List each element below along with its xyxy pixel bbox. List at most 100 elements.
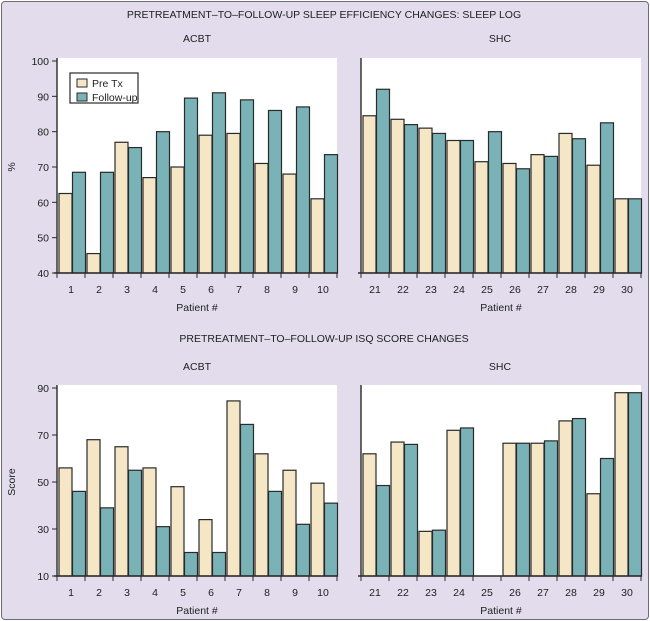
bar-pre-tx-patient-3 bbox=[114, 141, 129, 274]
bar-pre-tx-patient-2 bbox=[86, 439, 101, 577]
bar-pre-tx-patient-23 bbox=[418, 530, 433, 577]
bar-follow-up-patient-27 bbox=[543, 155, 559, 274]
x-tick-label: 7 bbox=[236, 587, 242, 599]
x-tick-label: 21 bbox=[369, 587, 381, 599]
x-tick-label: 22 bbox=[397, 587, 409, 599]
panel-title-shc-top: SHC bbox=[489, 33, 512, 45]
x-tick-label: 2 bbox=[96, 284, 102, 296]
bar-follow-up-patient-9 bbox=[295, 523, 311, 577]
bar-pre-tx-patient-24 bbox=[446, 429, 461, 577]
bar-follow-up-patient-23 bbox=[431, 132, 447, 274]
y-tick-label: 90 bbox=[37, 91, 49, 103]
y-tick-label: 30 bbox=[37, 524, 49, 536]
panel-isq-acbt: 1 2 3 4 5 6 7 8 9 10 Patient # 10 30 50 70 90 Score bbox=[6, 383, 339, 617]
bar-follow-up-patient-25 bbox=[487, 131, 503, 274]
bar-follow-up-patient-27 bbox=[543, 440, 559, 577]
x-tick-label: 21 bbox=[369, 284, 381, 296]
x-tick-label: 28 bbox=[565, 284, 577, 296]
panel-title-acbt-bottom: ACBT bbox=[183, 361, 212, 373]
bar-follow-up-patient-1 bbox=[71, 171, 87, 274]
bar-follow-up-patient-4 bbox=[155, 526, 171, 577]
panel-title-acbt-top: ACBT bbox=[183, 33, 212, 45]
bar-follow-up-patient-5 bbox=[183, 551, 199, 577]
legend-swatch-pre-tx bbox=[76, 78, 88, 88]
bar-follow-up-patient-22 bbox=[403, 123, 419, 274]
bar-follow-up-patient-2 bbox=[99, 507, 115, 577]
legend-label-pre-tx: Pre Tx bbox=[92, 78, 123, 90]
section-title-isq-score: PRETREATMENT–TO–FOLLOW-UP ISQ SCORE CHAN… bbox=[179, 333, 468, 345]
bar-pre-tx-patient-5 bbox=[170, 166, 185, 274]
bar-follow-up-patient-28 bbox=[571, 417, 587, 577]
x-tick-label: 3 bbox=[124, 284, 130, 296]
bar-pre-tx-patient-23 bbox=[418, 127, 433, 274]
bar-pre-tx-patient-10 bbox=[310, 198, 325, 274]
bar-follow-up-patient-29 bbox=[599, 122, 615, 274]
x-tick-label: 24 bbox=[453, 284, 465, 296]
bar-pre-tx-patient-22 bbox=[390, 441, 405, 577]
bar-follow-up-patient-2 bbox=[99, 171, 115, 274]
bar-pre-tx-patient-1 bbox=[58, 192, 73, 274]
x-tick-label: 10 bbox=[317, 587, 329, 599]
bar-follow-up-patient-26 bbox=[515, 442, 531, 577]
bar-pre-tx-patient-10 bbox=[310, 482, 325, 577]
bar-pre-tx-patient-5 bbox=[170, 486, 185, 577]
y-tick-label: 70 bbox=[37, 162, 49, 174]
bar-pre-tx-patient-4 bbox=[142, 467, 157, 577]
x-tick-label: 30 bbox=[621, 284, 633, 296]
bar-pre-tx-patient-25 bbox=[474, 161, 489, 274]
bar-follow-up-patient-8 bbox=[267, 490, 283, 577]
bar-follow-up-patient-24 bbox=[459, 139, 475, 274]
y-tick-label: 40 bbox=[37, 268, 49, 280]
bar-follow-up-patient-3 bbox=[127, 469, 143, 577]
bar-pre-tx-patient-29 bbox=[586, 493, 601, 577]
x-tick-label: 27 bbox=[537, 284, 549, 296]
bar-follow-up-patient-9 bbox=[295, 106, 311, 274]
x-tick-label: 29 bbox=[593, 587, 605, 599]
panel-sleep-shc: 21 22 23 24 25 26 27 28 29 30 Patient # bbox=[358, 58, 643, 314]
bar-follow-up-patient-30 bbox=[627, 198, 643, 274]
x-tick-label: 6 bbox=[208, 587, 214, 599]
x-tick-label: 25 bbox=[481, 587, 493, 599]
x-tick-label: 25 bbox=[481, 284, 493, 296]
x-tick-label: 2 bbox=[96, 587, 102, 599]
bar-pre-tx-patient-30 bbox=[614, 198, 629, 274]
y-axis-label: % bbox=[6, 162, 18, 171]
bar-follow-up-patient-24 bbox=[459, 427, 475, 577]
bar-follow-up-patient-6 bbox=[211, 92, 227, 274]
y-tick-label: 10 bbox=[37, 571, 49, 583]
x-tick-label: 1 bbox=[68, 587, 74, 599]
y-tick-label: 100 bbox=[31, 56, 49, 68]
bar-pre-tx-patient-3 bbox=[114, 446, 129, 577]
x-tick-label: 5 bbox=[180, 587, 186, 599]
bar-follow-up-patient-7 bbox=[239, 99, 255, 274]
bar-follow-up-patient-26 bbox=[515, 168, 531, 274]
x-tick-label: 8 bbox=[264, 587, 270, 599]
bar-follow-up-patient-8 bbox=[267, 109, 283, 274]
x-tick-label: 28 bbox=[565, 587, 577, 599]
bar-follow-up-patient-7 bbox=[239, 423, 255, 577]
bar-pre-tx-patient-26 bbox=[502, 442, 517, 577]
bar-pre-tx-patient-2 bbox=[86, 252, 101, 274]
x-tick-label: 30 bbox=[621, 587, 633, 599]
bar-pre-tx-patient-27 bbox=[530, 442, 545, 577]
x-tick-label: 7 bbox=[236, 284, 242, 296]
bar-pre-tx-patient-6 bbox=[198, 134, 213, 274]
y-tick-label: 50 bbox=[37, 477, 49, 489]
bar-follow-up-patient-6 bbox=[211, 551, 227, 577]
x-axis-label: Patient # bbox=[480, 302, 522, 314]
x-tick-label: 26 bbox=[509, 284, 521, 296]
panel-isq-shc: 21 22 23 24 25 26 27 28 29 30 Patient # bbox=[358, 385, 643, 617]
y-axis-label: Score bbox=[6, 468, 18, 496]
bar-pre-tx-patient-30 bbox=[614, 392, 629, 577]
panel-sleep-acbt: 1 2 3 4 5 6 7 8 9 10 Patient # 40 50 60 70 80 90 100% Pre … bbox=[6, 56, 339, 314]
x-tick-label: 23 bbox=[425, 587, 437, 599]
y-tick-label: 80 bbox=[37, 127, 49, 139]
x-tick-label: 27 bbox=[537, 587, 549, 599]
bar-follow-up-patient-3 bbox=[127, 146, 143, 274]
bar-follow-up-patient-10 bbox=[323, 502, 339, 577]
x-tick-label: 10 bbox=[317, 284, 329, 296]
bar-pre-tx-patient-21 bbox=[362, 453, 377, 577]
bar-pre-tx-patient-1 bbox=[58, 467, 73, 577]
x-axis-label: Patient # bbox=[176, 605, 218, 617]
